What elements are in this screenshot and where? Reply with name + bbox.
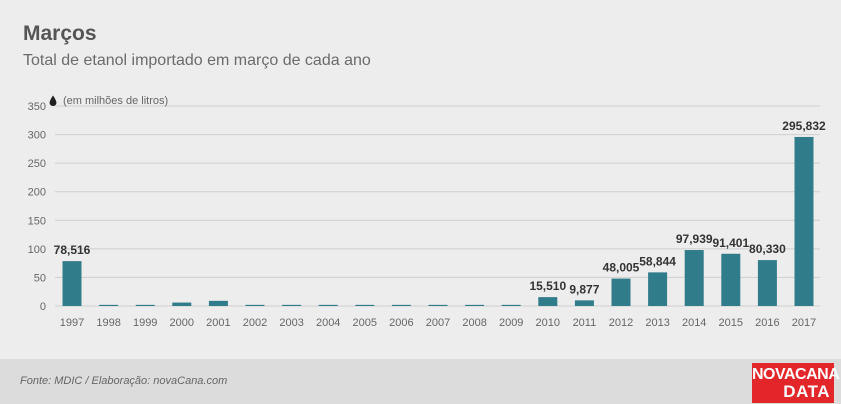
footer: Fonte: MDIC / Elaboração: novaCana.com N… — [0, 359, 841, 404]
x-tick-label: 2003 — [279, 317, 303, 329]
bar-2008 — [465, 304, 485, 306]
y-tick-label: 150 — [28, 215, 46, 227]
bar-2017 — [794, 136, 814, 306]
bar-1997 — [62, 261, 82, 306]
data-label-2015: 91,401 — [712, 236, 749, 250]
x-tick-label: 1997 — [60, 317, 84, 329]
bar-2006 — [391, 304, 411, 306]
x-tick-label: 1999 — [133, 317, 157, 329]
x-tick-label: 2009 — [499, 317, 523, 329]
x-tick-label: 2011 — [573, 317, 597, 329]
unit-note: (em milhões de litros) — [63, 95, 168, 107]
x-tick-label: 2008 — [462, 317, 486, 329]
bar-2001 — [208, 300, 228, 306]
x-tick-label: 2010 — [536, 317, 560, 329]
bar-2014 — [684, 250, 704, 306]
x-tick-label: 2017 — [792, 317, 816, 329]
x-tick-label: 2014 — [682, 317, 706, 329]
y-tick-label: 350 — [28, 101, 46, 113]
x-tick-label: 2002 — [243, 317, 267, 329]
bar-2002 — [245, 304, 265, 306]
x-tick-label: 2000 — [170, 317, 194, 329]
bar-2005 — [355, 304, 375, 306]
x-tick-label: 2016 — [755, 317, 779, 329]
unit-note-group: (em milhões de litros) — [49, 95, 168, 107]
chart-title: Marços — [23, 22, 97, 45]
x-tick-label: 2013 — [645, 317, 669, 329]
x-tick-label: 2006 — [389, 317, 413, 329]
data-label-2014: 97,939 — [676, 232, 713, 246]
logo-line-2: DATA — [783, 382, 830, 401]
y-tick-label: 100 — [28, 244, 46, 256]
data-label-2013: 58,844 — [639, 254, 676, 268]
x-axis-ticks: 1997 1998 1999 2000 2001 2002 2003 2004 2005 2006… — [60, 317, 816, 329]
bar-1998 — [99, 304, 119, 306]
data-label-2016: 80,330 — [749, 242, 786, 256]
data-label-2017: 295,832 — [782, 119, 826, 133]
bar-2003 — [282, 304, 302, 306]
y-tick-label: 250 — [28, 158, 46, 170]
bar-2010 — [538, 297, 558, 306]
y-tick-label: 50 — [34, 272, 46, 284]
bar-2015 — [721, 253, 741, 306]
y-tick-label: 0 — [40, 301, 46, 313]
chart-subtitle: Total de etanol importado em março de ca… — [23, 52, 371, 69]
bars — [62, 136, 814, 306]
bar-2016 — [757, 260, 777, 306]
x-tick-label: 2012 — [609, 317, 633, 329]
bar-2012 — [611, 278, 631, 306]
bar-2007 — [428, 304, 448, 306]
data-label-1997: 78,516 — [54, 243, 91, 257]
bar-1999 — [135, 304, 155, 306]
data-label-2012: 48,005 — [603, 261, 640, 275]
x-tick-label: 2015 — [719, 317, 743, 329]
x-tick-label: 2007 — [426, 317, 450, 329]
bar-2013 — [648, 272, 668, 306]
y-tick-label: 200 — [28, 187, 46, 199]
source-note: Fonte: MDIC / Elaboração: novaCana.com — [20, 375, 228, 387]
bar-2011 — [574, 300, 594, 306]
bar-2000 — [172, 302, 192, 306]
data-label-2010: 15,510 — [529, 279, 566, 293]
y-axis-ticks: 0 50 100 150 200 250 300 350 — [28, 101, 46, 313]
x-tick-label: 2004 — [316, 317, 340, 329]
data-label-2011: 9,877 — [569, 282, 599, 296]
x-tick-label: 2001 — [206, 317, 230, 329]
drop-icon — [49, 95, 57, 106]
x-tick-label: 1998 — [96, 317, 120, 329]
novacana-data-logo[interactable]: NOVACANA DATA — [752, 363, 840, 403]
x-tick-label: 2005 — [353, 317, 377, 329]
logo-line-1: NOVACANA — [752, 366, 840, 383]
bar-2004 — [318, 304, 338, 306]
y-tick-label: 300 — [28, 130, 46, 142]
gridlines — [55, 105, 820, 307]
bar-2009 — [501, 304, 521, 306]
